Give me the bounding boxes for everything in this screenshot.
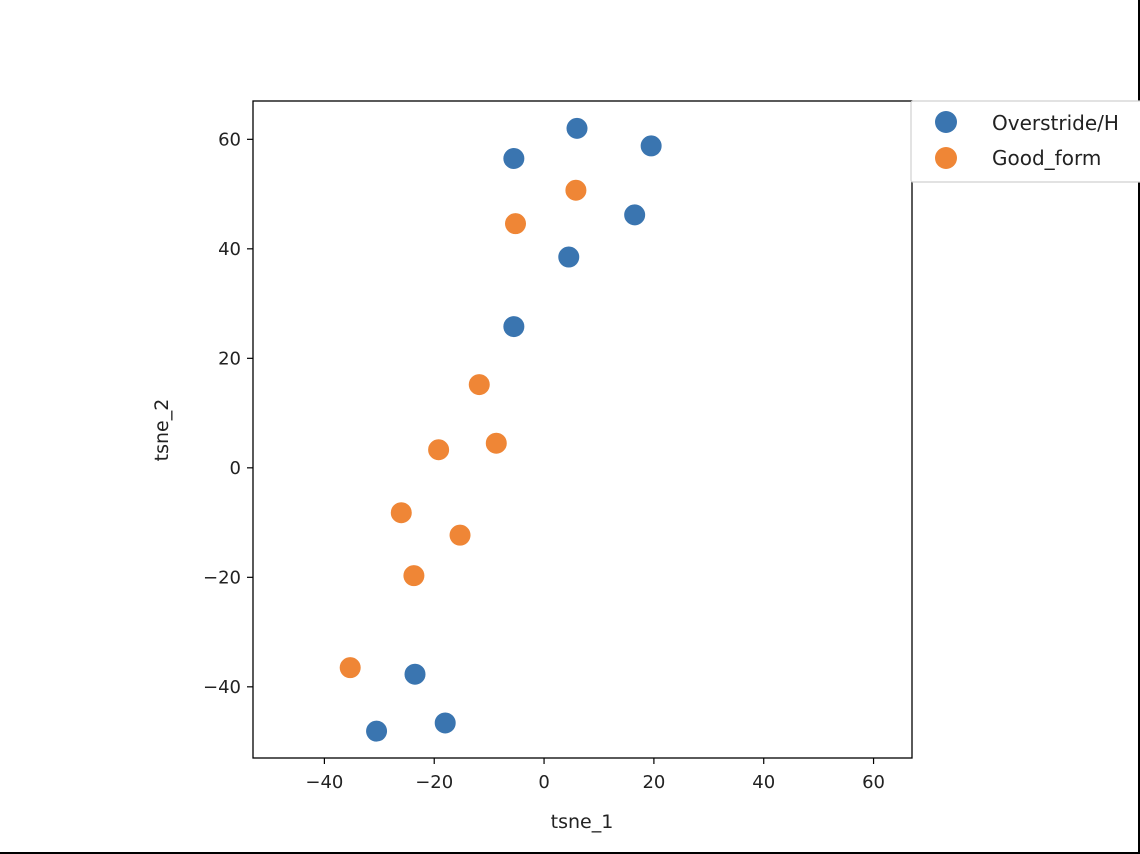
legend-marker-overstride [935,111,957,133]
y-tick-label: 40 [218,239,241,260]
data-point-good-form [448,523,472,547]
legend: Overstride/H Good_form [910,100,1140,183]
y-tick-label: −20 [203,567,241,588]
data-point-overstride [565,116,589,140]
data-point-overstride [502,315,526,339]
y-tick-label: 60 [218,129,241,150]
data-point-overstride [623,203,647,227]
ticks-layer: −40 −20 0 20 40 60 −40 −20 0 20 40 60 [203,129,885,793]
data-point-overstride [365,719,389,743]
y-tick-label: 20 [218,348,241,369]
legend-marker-good-form [935,147,957,169]
data-point-overstride [639,134,663,158]
x-tick-label: 0 [538,772,549,793]
x-tick-label: 20 [642,772,665,793]
legend-label-overstride: Overstride/H [992,111,1119,135]
x-tick-label: 40 [752,772,775,793]
y-tick-label: 0 [230,458,241,479]
data-point-good-form [427,438,451,462]
data-point-good-form [467,373,491,397]
data-point-good-form [484,431,508,455]
x-tick-label: −20 [415,772,453,793]
data-point-overstride [403,662,427,686]
data-point-overstride [502,146,526,170]
data-point-overstride [557,245,581,269]
data-point-good-form [402,564,426,588]
points-layer [338,116,663,743]
x-tick-label: 60 [862,772,885,793]
data-point-good-form [338,656,362,680]
legend-label-good-form: Good_form [992,146,1101,170]
data-point-overstride [433,711,457,735]
y-axis-label: tsne_2 [151,399,173,462]
legend-box [910,100,1140,183]
data-point-good-form [564,178,588,202]
plot-area [252,100,913,759]
x-tick-label: −40 [305,772,343,793]
y-tick-label: −40 [203,677,241,698]
data-point-good-form [504,212,528,236]
data-point-good-form [389,501,413,525]
x-axis-label: tsne_1 [551,811,614,833]
